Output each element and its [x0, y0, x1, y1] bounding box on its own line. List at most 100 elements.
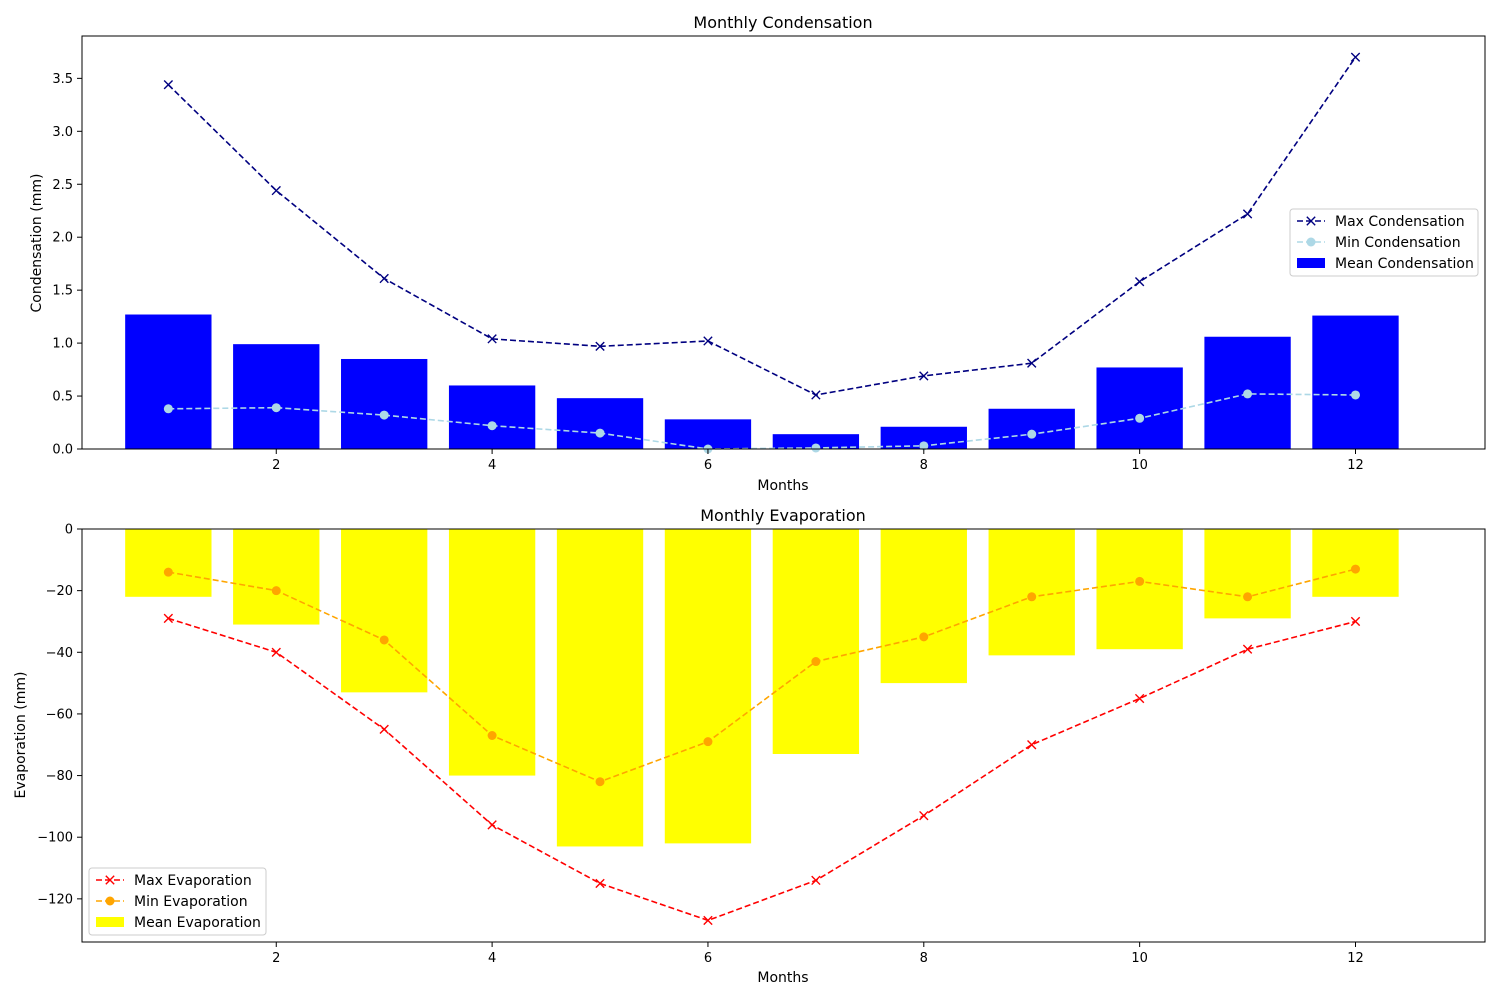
legend-marker	[105, 896, 115, 906]
bar	[1204, 529, 1291, 619]
bar	[988, 408, 1075, 449]
data-point	[811, 390, 821, 400]
plot-frame	[81, 35, 1486, 450]
bar	[772, 434, 860, 449]
x-tick-label: 4	[488, 951, 496, 966]
y-tick-label: −120	[37, 892, 73, 907]
data-point	[271, 647, 281, 657]
y-tick-label: 0.0	[52, 443, 73, 458]
bar	[125, 314, 212, 449]
bar	[341, 358, 428, 449]
y-tick-label: −40	[46, 646, 73, 661]
y-axis-label: Evaporation (mm)	[13, 672, 29, 799]
legend-label: Mean Evaporation	[134, 915, 261, 931]
data-point	[919, 810, 929, 821]
legend-label: Min Evaporation	[134, 894, 248, 910]
bar	[1312, 315, 1399, 449]
data-point	[919, 632, 929, 642]
bar	[556, 529, 644, 847]
data-point	[487, 421, 497, 431]
y-tick-label: −100	[37, 831, 73, 846]
series-line	[168, 393, 1356, 450]
data-point	[1242, 209, 1253, 219]
bar	[556, 398, 644, 449]
data-point	[1027, 740, 1037, 750]
data-point	[487, 820, 497, 830]
x-tick-label: 12	[1347, 951, 1364, 966]
plot-frame	[81, 528, 1486, 943]
bar-layer	[125, 529, 1399, 847]
bar	[125, 529, 212, 597]
data-point	[1135, 413, 1145, 423]
x-tick-label: 6	[704, 458, 712, 473]
data-point	[163, 80, 174, 90]
bar	[664, 529, 752, 844]
bar	[233, 529, 320, 625]
data-point	[811, 875, 821, 886]
data-point	[1243, 389, 1253, 399]
data-point	[1027, 358, 1037, 368]
bar	[448, 385, 536, 449]
bar	[233, 344, 320, 449]
chart-title: Monthly Evaporation	[700, 506, 866, 525]
data-point	[595, 878, 605, 889]
legend-swatch	[1297, 258, 1325, 268]
legend-label: Min Condensation	[1335, 235, 1461, 251]
series-line	[167, 56, 1357, 396]
y-axis-label: Condensation (mm)	[29, 174, 45, 313]
y-tick-label: −20	[46, 584, 73, 599]
y-tick-label: 1.0	[52, 337, 73, 352]
data-point	[1242, 644, 1253, 654]
y-tick-label: 2.5	[52, 178, 73, 193]
data-point	[1027, 592, 1037, 602]
legend-label: Max Evaporation	[134, 873, 252, 889]
data-point	[271, 586, 281, 596]
data-point	[379, 635, 389, 645]
data-point	[919, 441, 929, 451]
axes: 2 4 6 8 10 12 0.0 0.5 1.0 1.5 2.0 2.5 3.0 3.5	[52, 35, 1486, 473]
data-point	[379, 724, 389, 735]
y-tick-label: 3.5	[52, 72, 73, 87]
data-point	[595, 341, 605, 351]
y-tick-label: 1.5	[52, 284, 73, 299]
x-tick-label: 8	[920, 951, 928, 966]
bar	[664, 419, 752, 449]
condensation-chart: Monthly Condensation Months Condensation…	[29, 13, 1486, 494]
legend-box	[1289, 208, 1479, 277]
legend-label: Mean Condensation	[1335, 256, 1474, 272]
x-tick-label: 12	[1347, 458, 1364, 473]
y-tick-label: 0.5	[52, 390, 73, 405]
data-point	[1243, 592, 1253, 602]
data-point	[1134, 276, 1145, 287]
evaporation-chart: Monthly Evaporation Months Evaporation (…	[13, 506, 1486, 986]
legend-swatch	[96, 917, 124, 927]
data-point	[271, 185, 281, 196]
x-axis-label: Months	[757, 970, 808, 986]
legend-label: Max Condensation	[1335, 214, 1465, 230]
x-tick-label: 2	[272, 458, 280, 473]
series-line	[168, 617, 1356, 922]
data-point	[811, 657, 821, 667]
bar	[880, 529, 967, 684]
data-point	[487, 731, 497, 740]
data-point	[487, 334, 497, 344]
data-point	[1027, 429, 1037, 439]
series-line	[168, 568, 1356, 783]
data-point	[1350, 52, 1361, 62]
data-point	[595, 428, 605, 438]
bar-layer	[125, 314, 1399, 449]
data-point	[595, 777, 605, 787]
x-tick-label: 4	[488, 458, 496, 473]
x-tick-label: 2	[272, 951, 280, 966]
data-point	[919, 371, 929, 381]
data-point	[1350, 616, 1361, 627]
y-tick-label: −80	[46, 769, 73, 784]
y-tick-label: 0	[65, 523, 73, 538]
y-tick-label: 3.0	[52, 125, 73, 140]
data-point	[1350, 564, 1360, 574]
data-point	[1135, 576, 1145, 586]
bar	[1096, 367, 1183, 449]
line-layer	[163, 52, 1361, 454]
chart-title: Monthly Condensation	[693, 13, 872, 32]
bar	[772, 529, 860, 754]
